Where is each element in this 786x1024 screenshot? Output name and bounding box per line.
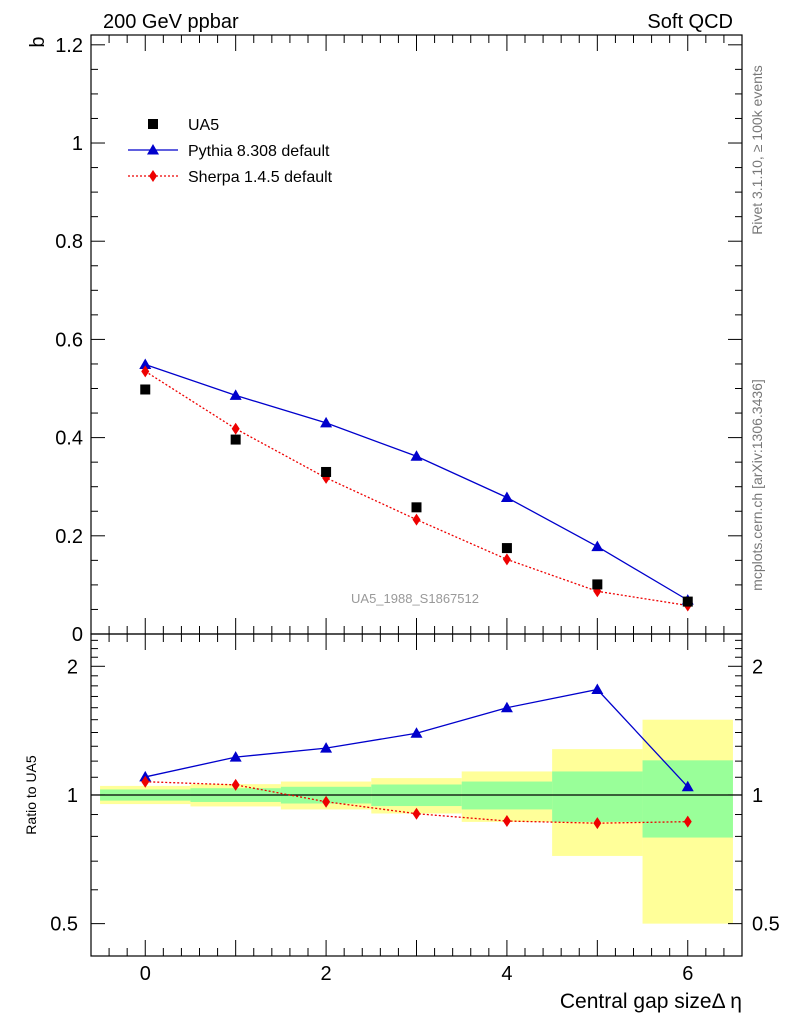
legend-entry-ua5-marker — [148, 119, 158, 129]
x-tick-label: 2 — [321, 963, 332, 985]
main-sherpa-1-4-5-default-line — [144, 370, 688, 607]
main-y-tick-label: 0 — [72, 624, 83, 646]
ratio-sherpa-1-4-5-default-point — [593, 817, 602, 830]
ratio-pythia-8-308-default-point — [681, 780, 694, 792]
main-ua5-point — [592, 579, 603, 590]
ratio-y-tick-label-right: 0.5 — [752, 914, 780, 936]
ratio-sherpa-1-4-5-default-point — [412, 807, 421, 820]
main-ua5-point — [321, 466, 332, 477]
mcplots-side-label: mcplots.cern.ch [arXiv:1306.3436] — [749, 379, 765, 591]
main-pythia-8-308-default-point — [139, 358, 152, 369]
main-ua5-point — [501, 543, 512, 554]
axis-ticks: 0 0.2 0.4 0.6 0.8 1 1.2 0 2 4 6 0.5 0.5 1 1 2 2 — [50, 35, 780, 985]
header-right-label: Soft QCD — [647, 11, 733, 33]
ratio-y-axis-label: Ratio to UA5 — [23, 755, 39, 835]
main-y-tick-label: 0.6 — [55, 329, 83, 351]
ratio-pythia-8-308-default-point — [500, 701, 513, 713]
main-y-tick-label: 0.4 — [55, 428, 83, 450]
x-tick-label: 6 — [682, 963, 693, 985]
main-pythia-8-308-default-point — [500, 491, 513, 503]
legend-entry-ua5-label: UA5 — [188, 117, 219, 134]
main-ua5-point — [411, 502, 422, 513]
main-pythia-8-308-default-point — [320, 416, 333, 428]
ratio-sherpa-1-4-5-default-point — [322, 795, 331, 808]
x-axis-label: Central gap sizeΔ η — [560, 990, 742, 1013]
main-y-tick-label: 0.8 — [55, 231, 83, 253]
ratio-y-tick-label-left: 2 — [67, 656, 78, 678]
ratio-y-tick-label-left: 0.5 — [50, 914, 78, 936]
main-y-tick-label: 1 — [72, 133, 83, 155]
main-pythia-8-308-default-point — [410, 450, 423, 461]
main-y-axis-label: b — [27, 36, 49, 47]
ratio-sherpa-1-4-5-default-point — [683, 815, 692, 828]
main-ua5-point — [230, 434, 241, 445]
main-y-tick-label: 1.2 — [55, 35, 83, 57]
main-sherpa-1-4-5-default-point — [502, 553, 511, 566]
ratio-y-tick-label-right: 1 — [752, 785, 763, 807]
main-pythia-8-308-default-point — [591, 540, 604, 552]
main-sherpa-1-4-5-default-point — [412, 513, 421, 526]
ratio-pythia-8-308-default-point — [410, 727, 423, 738]
ratio-sherpa-1-4-5-default-point — [502, 815, 511, 828]
legend-entry-pythia-8-308-default-marker — [147, 144, 159, 155]
main-sherpa-1-4-5-default-point — [141, 365, 150, 378]
legend: UA5 Pythia 8.308 default Sherpa 1.4.5 defa… — [128, 117, 333, 186]
main-ua5-point — [682, 596, 693, 607]
ratio-sherpa-1-4-5-default-point — [231, 778, 240, 791]
x-tick-label: 0 — [140, 963, 151, 985]
ratio-y-tick-label-right: 2 — [752, 656, 763, 678]
analysis-watermark: UA5_1988_S1867512 — [351, 591, 479, 606]
legend-entry-sherpa-1-4-5-default-marker — [149, 170, 157, 182]
ratio-pythia-8-308-default-point — [229, 751, 242, 762]
ratio-uncertainty-bands — [100, 719, 733, 924]
main-ua5-point — [140, 384, 151, 395]
green-band-bin — [552, 771, 643, 822]
main-pythia-8-308-default-point — [229, 389, 242, 400]
legend-entry-sherpa-1-4-5-default-label: Sherpa 1.4.5 default — [188, 169, 333, 186]
main-series — [139, 358, 694, 612]
ratio-pythia-8-308-default-point — [320, 742, 333, 753]
x-tick-label: 4 — [501, 963, 512, 985]
legend-entry-pythia-8-308-default-label: Pythia 8.308 default — [188, 143, 330, 160]
main-y-tick-label: 0.2 — [55, 526, 83, 548]
header-left-label: 200 GeV ppbar — [103, 11, 239, 33]
rivet-side-label: Rivet 3.1.10, ≥ 100k events — [749, 65, 765, 235]
main-sherpa-1-4-5-default-point — [231, 422, 240, 435]
ratio-pythia-8-308-default-point — [591, 683, 604, 694]
ratio-series — [139, 683, 694, 830]
main-pythia-8-308-default-line — [145, 363, 689, 601]
ratio-sherpa-1-4-5-default-point — [141, 775, 150, 788]
ratio-y-tick-label-left: 1 — [67, 785, 78, 807]
